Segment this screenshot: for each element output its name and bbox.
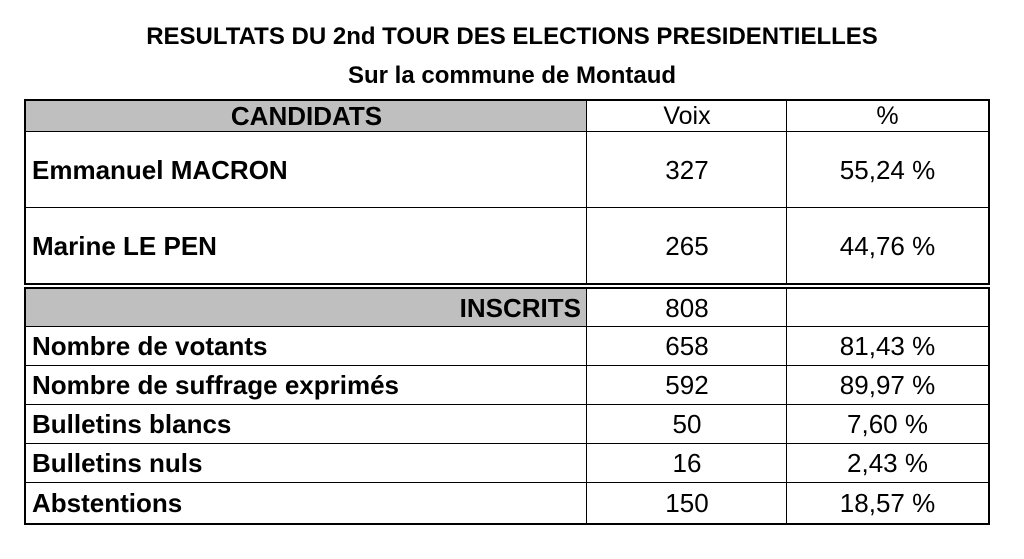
candidate-voix: 327: [665, 154, 709, 185]
row-divider: [24, 207, 990, 208]
stat-voix: 16: [672, 448, 702, 478]
table-border-left-top: [24, 99, 26, 285]
stat-voix: 150: [665, 487, 709, 518]
table-border-bottom: [24, 523, 990, 525]
column-divider: [786, 287, 787, 525]
page-title: RESULTATS DU 2nd TOUR DES ELECTIONS PRES…: [146, 23, 878, 50]
stat-label: Bulletins blancs: [32, 409, 232, 439]
candidate-name: Emmanuel MACRON: [32, 154, 288, 185]
header-voix: Voix: [663, 102, 711, 130]
column-divider: [586, 99, 587, 285]
stat-percent: 89,97 %: [839, 370, 936, 400]
candidate-voix: 265: [665, 230, 709, 261]
row-divider: [24, 404, 990, 405]
row-divider: [24, 365, 990, 366]
candidate-percent: 55,24 %: [839, 154, 936, 185]
inscrits-label: INSCRITS: [26, 289, 587, 327]
candidate-name: Marine LE PEN: [32, 230, 217, 261]
row-divider: [24, 482, 990, 483]
column-divider: [786, 99, 787, 285]
stat-percent: 18,57 %: [839, 487, 936, 518]
table-border-block2-top: [24, 287, 990, 289]
stat-percent: 2,43 %: [847, 448, 928, 478]
header-percent: %: [876, 102, 899, 130]
stat-percent: 7,60 %: [847, 409, 928, 439]
header-candidats: CANDIDATS: [26, 101, 587, 132]
candidate-percent: 44,76 %: [839, 230, 936, 261]
stat-voix: 592: [665, 370, 709, 400]
row-divider: [24, 443, 990, 444]
table-border-left-bottom: [24, 287, 26, 525]
table-border-right-top: [988, 99, 990, 285]
stat-label: Abstentions: [32, 487, 183, 518]
stat-voix: 50: [672, 409, 702, 439]
row-divider: [24, 131, 990, 132]
table-border-right-bottom: [988, 287, 990, 525]
column-divider: [586, 287, 587, 525]
inscrits-percent: [787, 289, 988, 327]
table-border-block1-bottom: [24, 283, 990, 285]
row-divider: [24, 326, 990, 327]
page-subtitle: Sur la commune de Montaud: [347, 62, 677, 89]
stat-label: Nombre de suffrage exprimés: [32, 370, 400, 400]
stat-voix: 658: [665, 331, 709, 361]
stat-label: Bulletins nuls: [32, 448, 203, 478]
stat-percent: 81,43 %: [839, 331, 936, 361]
table-border-top: [24, 99, 990, 101]
stat-label: Nombre de votants: [32, 331, 268, 361]
inscrits-voix: 808: [665, 292, 709, 323]
